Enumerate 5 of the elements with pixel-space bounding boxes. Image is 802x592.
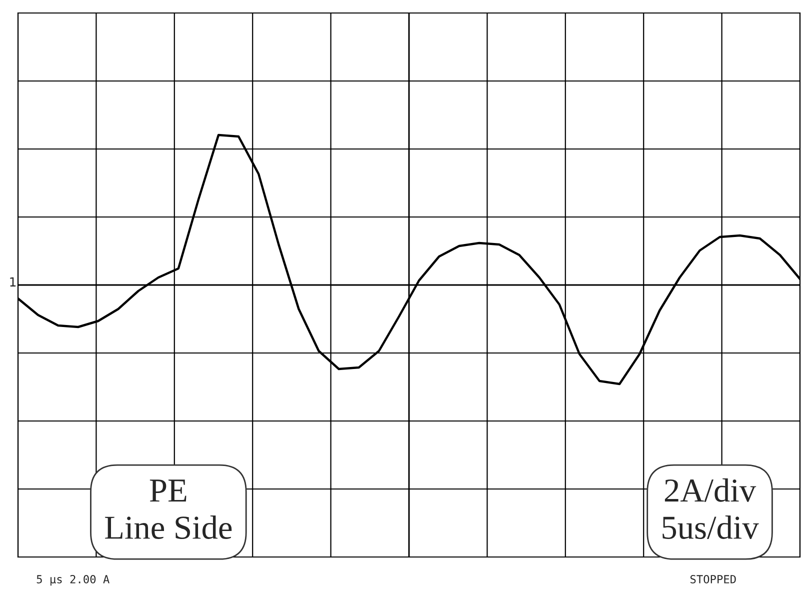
text: 2A/div 5us/div [662, 478, 759, 540]
text: PE Line Side [105, 480, 232, 540]
text: 1 [10, 277, 16, 286]
text: STOPPED [690, 575, 736, 584]
text: 5 µs 2.00 A [36, 574, 110, 586]
